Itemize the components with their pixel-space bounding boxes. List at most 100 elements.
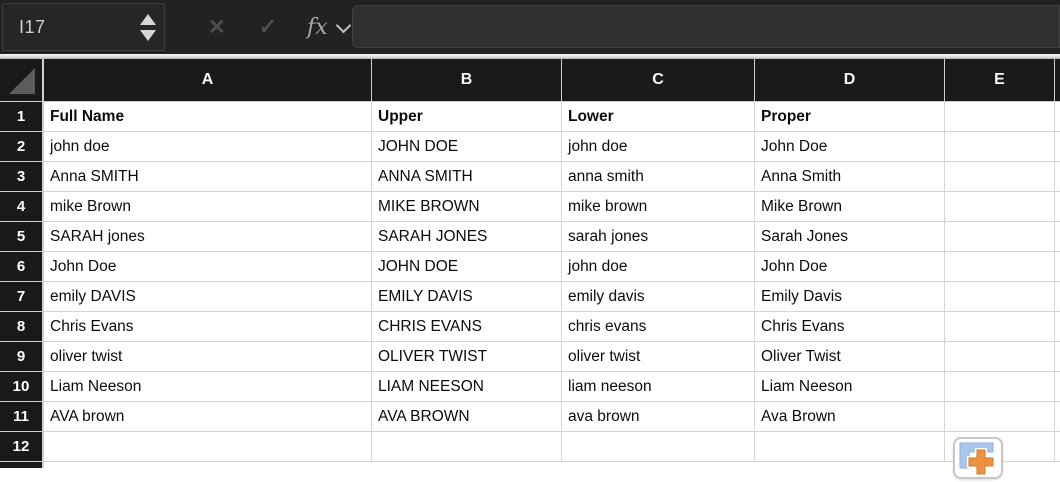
row-header-5[interactable]: 5 xyxy=(0,222,44,252)
cell-A5[interactable]: SARAH jones xyxy=(44,222,372,252)
cell-C3[interactable]: anna smith xyxy=(562,162,755,192)
cell-A7[interactable]: emily DAVIS xyxy=(44,282,372,312)
column-header-partial xyxy=(1055,59,1060,102)
cell-D7[interactable]: Emily Davis xyxy=(755,282,945,312)
cell-partial xyxy=(1055,312,1060,342)
cell-reference: I17 xyxy=(19,16,46,37)
cell-B3[interactable]: ANNA SMITH xyxy=(372,162,562,192)
cell-C5[interactable]: sarah jones xyxy=(562,222,755,252)
name-box[interactable]: I17 xyxy=(2,3,165,51)
cell-B9[interactable]: OLIVER TWIST xyxy=(372,342,562,372)
cell-C6[interactable]: john doe xyxy=(562,252,755,282)
formula-buttons: ✕ ✓ fx xyxy=(165,14,351,40)
cell-A12[interactable] xyxy=(44,432,372,462)
cell-E10[interactable] xyxy=(945,372,1055,402)
toolbar-separator xyxy=(0,54,1060,59)
cell-B4[interactable]: MIKE BROWN xyxy=(372,192,562,222)
column-header-A[interactable]: A xyxy=(44,59,372,102)
column-header-D[interactable]: D xyxy=(755,59,945,102)
cell-D5[interactable]: Sarah Jones xyxy=(755,222,945,252)
insert-function-icon[interactable]: fx xyxy=(307,14,328,40)
row-header-9[interactable]: 9 xyxy=(0,342,44,372)
column-header-C[interactable]: C xyxy=(562,59,755,102)
cell-D12[interactable] xyxy=(755,432,945,462)
cell-D8[interactable]: Chris Evans xyxy=(755,312,945,342)
cell-C11[interactable]: ava brown xyxy=(562,402,755,432)
chevron-down-icon[interactable] xyxy=(335,17,351,33)
cell-A11[interactable]: AVA brown xyxy=(44,402,372,432)
cell-D10[interactable]: Liam Neeson xyxy=(755,372,945,402)
cell-partial xyxy=(1055,102,1060,132)
cell-B1[interactable]: Upper xyxy=(372,102,562,132)
cell-C2[interactable]: john doe xyxy=(562,132,755,162)
cell-E7[interactable] xyxy=(945,282,1055,312)
row-header-3[interactable]: 3 xyxy=(0,162,44,192)
formula-input[interactable] xyxy=(352,5,1060,48)
row-header-2[interactable]: 2 xyxy=(0,132,44,162)
cell-E1[interactable] xyxy=(945,102,1055,132)
cell-E5[interactable] xyxy=(945,222,1055,252)
cell-B2[interactable]: JOHN DOE xyxy=(372,132,562,162)
select-all-button[interactable] xyxy=(0,59,44,102)
row-header-8[interactable]: 8 xyxy=(0,312,44,342)
insert-options-button[interactable] xyxy=(953,437,1003,479)
row-header-7[interactable]: 7 xyxy=(0,282,44,312)
cell-B8[interactable]: CHRIS EVANS xyxy=(372,312,562,342)
column-header-E[interactable]: E xyxy=(945,59,1055,102)
column-header-B[interactable]: B xyxy=(372,59,562,102)
row-header-10[interactable]: 10 xyxy=(0,372,44,402)
cell-B5[interactable]: SARAH JONES xyxy=(372,222,562,252)
cell-D3[interactable]: Anna Smith xyxy=(755,162,945,192)
row-header-4[interactable]: 4 xyxy=(0,192,44,222)
cell-partial xyxy=(1055,342,1060,372)
cell-C8[interactable]: chris evans xyxy=(562,312,755,342)
cancel-icon[interactable]: ✕ xyxy=(208,15,226,39)
cell-A6[interactable]: John Doe xyxy=(44,252,372,282)
cell-B11[interactable]: AVA BROWN xyxy=(372,402,562,432)
cell-B7[interactable]: EMILY DAVIS xyxy=(372,282,562,312)
stepper-up-icon[interactable] xyxy=(140,13,156,25)
cell-E11[interactable] xyxy=(945,402,1055,432)
cell-D2[interactable]: John Doe xyxy=(755,132,945,162)
stepper-down-icon[interactable] xyxy=(140,29,156,41)
cell-B6[interactable]: JOHN DOE xyxy=(372,252,562,282)
cell-A9[interactable]: oliver twist xyxy=(44,342,372,372)
cell-E6[interactable] xyxy=(945,252,1055,282)
row-header-6[interactable]: 6 xyxy=(0,252,44,282)
cell-D6[interactable]: John Doe xyxy=(755,252,945,282)
cell-C7[interactable]: emily davis xyxy=(562,282,755,312)
cell-A3[interactable]: Anna SMITH xyxy=(44,162,372,192)
table-row: 7 emily DAVIS EMILY DAVIS emily davis Emily … xyxy=(0,282,1060,312)
cell-B10[interactable]: LIAM NEESON xyxy=(372,372,562,402)
select-all-triangle-icon xyxy=(9,68,35,94)
cell-A10[interactable]: Liam Neeson xyxy=(44,372,372,402)
cell-A8[interactable]: Chris Evans xyxy=(44,312,372,342)
cell-C10[interactable]: liam neeson xyxy=(562,372,755,402)
cell-E3[interactable] xyxy=(945,162,1055,192)
cell-D11[interactable]: Ava Brown xyxy=(755,402,945,432)
cell-A2[interactable]: john doe xyxy=(44,132,372,162)
row-header-12[interactable]: 12 xyxy=(0,432,44,462)
row-header-11[interactable]: 11 xyxy=(0,402,44,432)
cell-E4[interactable] xyxy=(945,192,1055,222)
name-box-stepper xyxy=(140,13,164,41)
cell-E8[interactable] xyxy=(945,312,1055,342)
cell-E9[interactable] xyxy=(945,342,1055,372)
cell-D9[interactable]: Oliver Twist xyxy=(755,342,945,372)
cell-D1[interactable]: Proper xyxy=(755,102,945,132)
confirm-icon[interactable]: ✓ xyxy=(258,14,278,39)
row-header-1[interactable]: 1 xyxy=(0,102,44,132)
cell-E2[interactable] xyxy=(945,132,1055,162)
cell-C4[interactable]: mike brown xyxy=(562,192,755,222)
insert-options-icon xyxy=(959,442,995,476)
cell-C12[interactable] xyxy=(562,432,755,462)
cell-partial xyxy=(1055,162,1060,192)
cell-B12[interactable] xyxy=(372,432,562,462)
cell-A1[interactable]: Full Name xyxy=(44,102,372,132)
table-row: 10 Liam Neeson LIAM NEESON liam neeson Liam … xyxy=(0,372,1060,402)
cell-C1[interactable]: Lower xyxy=(562,102,755,132)
cell-D4[interactable]: Mike Brown xyxy=(755,192,945,222)
cell-C9[interactable]: oliver twist xyxy=(562,342,755,372)
cell-A4[interactable]: mike Brown xyxy=(44,192,372,222)
